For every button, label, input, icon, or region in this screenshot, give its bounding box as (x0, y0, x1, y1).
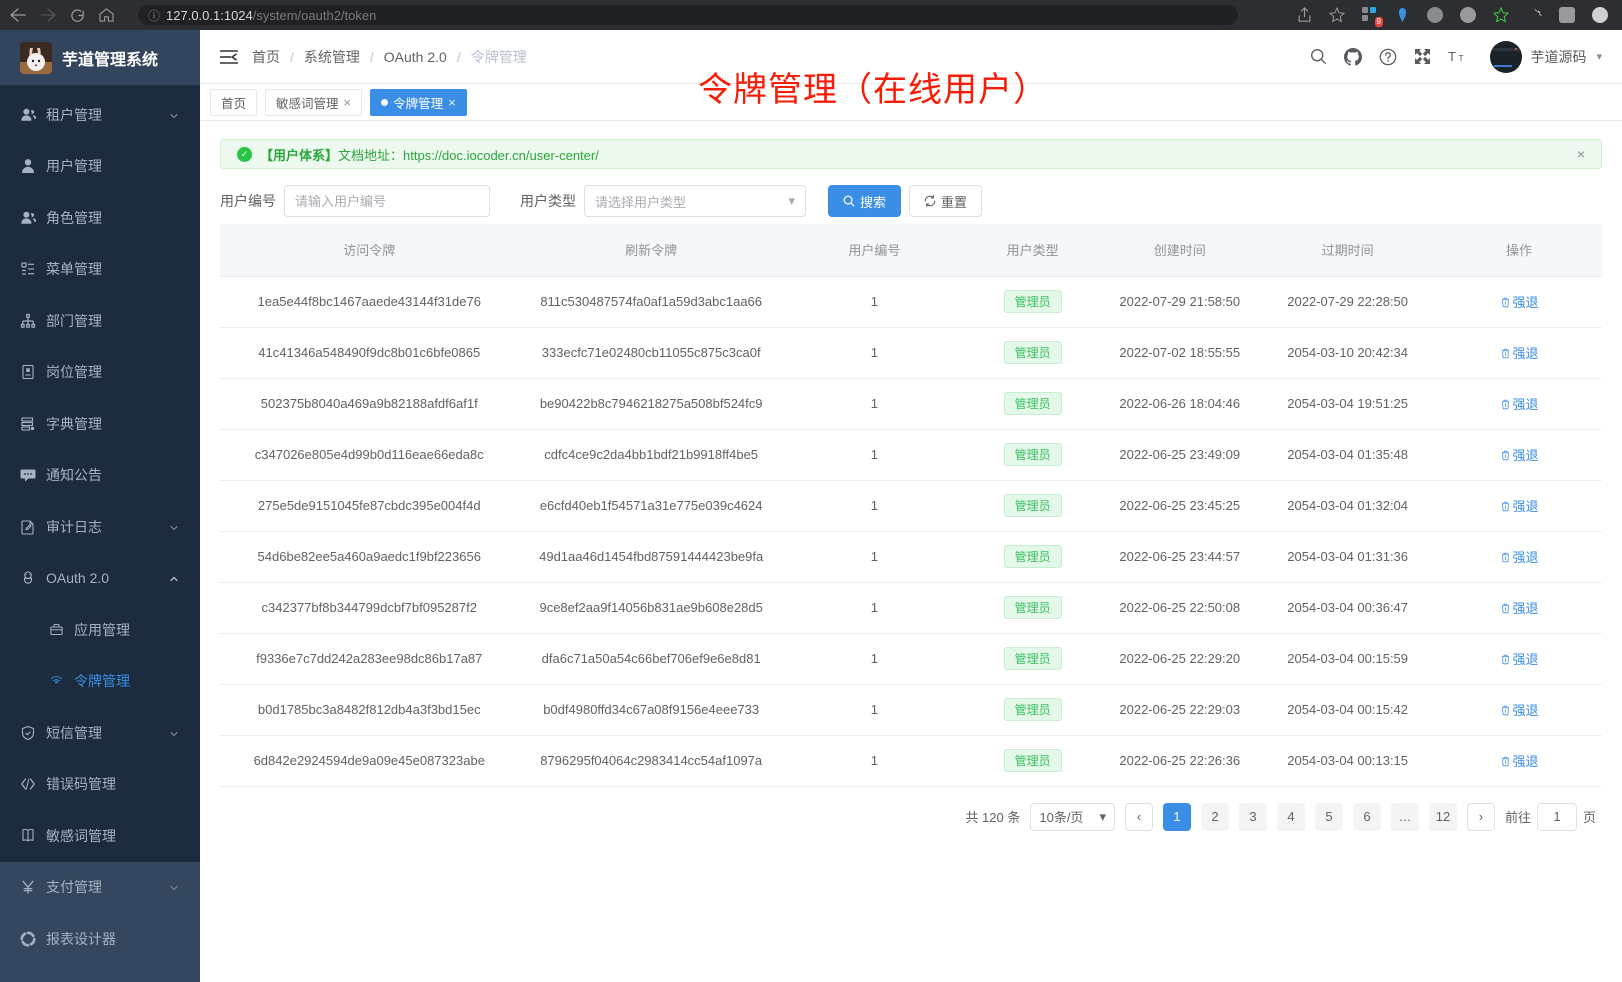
svg-text:T: T (1448, 49, 1456, 64)
svg-text:A: A (54, 678, 57, 683)
svg-text:T: T (1459, 53, 1465, 63)
